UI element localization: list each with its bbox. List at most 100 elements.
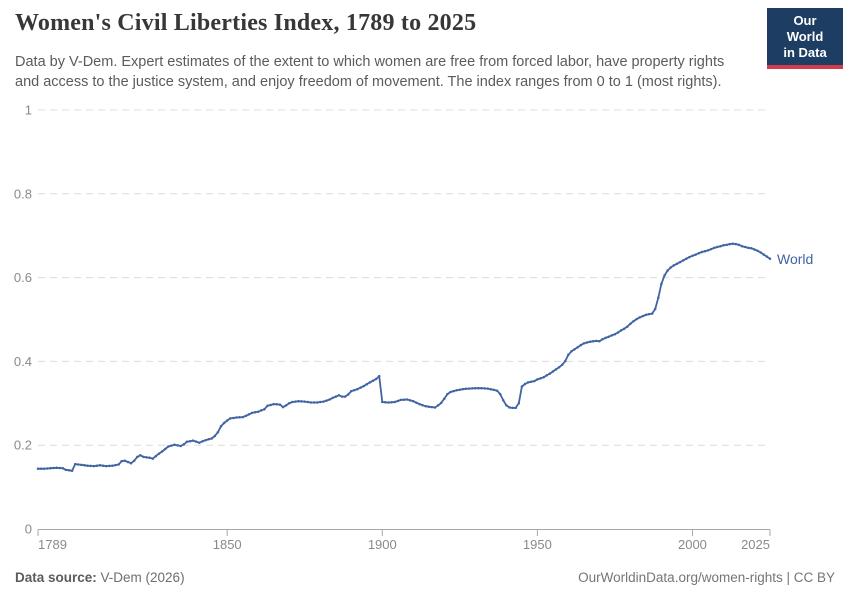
- world-series-point: [170, 444, 173, 447]
- world-series-point: [734, 242, 738, 246]
- world-series-point: [498, 392, 502, 396]
- world-series-point: [204, 438, 207, 442]
- world-series-point: [433, 406, 437, 409]
- world-series-point: [548, 372, 552, 375]
- world-series-point: [353, 388, 356, 392]
- world-series-point: [123, 459, 127, 462]
- world-series-point: [700, 250, 704, 254]
- world-series-point: [446, 392, 449, 396]
- world-series-point: [650, 312, 654, 315]
- world-series-point: [390, 401, 393, 404]
- y-axis-tick-label: 1: [25, 103, 32, 118]
- world-series-point: [222, 421, 226, 425]
- world-series-point: [287, 402, 291, 405]
- world-series-point: [443, 397, 446, 400]
- world-series-point: [529, 380, 533, 383]
- world-series-point: [359, 386, 362, 389]
- world-series-point: [216, 430, 220, 434]
- world-series-point: [235, 416, 238, 419]
- world-series-point: [762, 253, 766, 256]
- world-series-point: [560, 363, 564, 367]
- world-series-point: [120, 459, 123, 463]
- world-series-point: [412, 399, 415, 403]
- world-series-point: [340, 395, 344, 398]
- world-series-point: [588, 340, 592, 343]
- world-series-point: [73, 462, 77, 466]
- world-series-point: [247, 413, 251, 416]
- world-series-point: [194, 440, 198, 443]
- world-series-point: [753, 248, 756, 251]
- world-series-point: [52, 466, 55, 470]
- owid-logo[interactable]: Our World in Data: [767, 8, 843, 69]
- world-series-point: [539, 377, 542, 380]
- world-series-point: [415, 401, 418, 404]
- world-series-point: [626, 325, 629, 328]
- world-series-point: [657, 296, 660, 299]
- world-series-point: [266, 404, 269, 408]
- world-series-point: [148, 456, 151, 460]
- data-source-label: Data source:: [15, 570, 97, 585]
- world-series-point: [346, 393, 350, 396]
- world-series-point: [685, 257, 688, 260]
- world-series-point: [694, 253, 697, 256]
- world-series-point: [610, 334, 614, 337]
- world-series-point: [430, 405, 434, 409]
- world-series-point: [151, 457, 155, 460]
- world-series-point: [545, 374, 548, 377]
- world-series-point: [595, 339, 598, 343]
- world-series-point: [551, 370, 555, 373]
- world-series-point: [104, 464, 108, 468]
- world-series-point: [765, 255, 769, 258]
- world-series-point: [536, 378, 539, 381]
- world-series-point: [163, 447, 167, 451]
- world-series-point: [371, 379, 375, 382]
- world-series-point: [334, 395, 338, 398]
- world-series-point: [117, 463, 120, 466]
- world-series-point: [728, 242, 731, 246]
- series-label-world: World: [777, 250, 814, 267]
- world-series-point: [458, 388, 462, 391]
- world-series-point: [688, 255, 691, 259]
- world-series-point: [126, 460, 130, 464]
- world-series-point: [241, 415, 244, 419]
- world-series-point: [474, 386, 477, 390]
- world-series-point: [455, 389, 458, 392]
- world-series-point: [136, 455, 139, 459]
- world-series-point: [675, 262, 679, 266]
- world-series-point: [449, 390, 452, 394]
- world-series-point: [98, 464, 102, 467]
- world-series-point: [64, 468, 68, 472]
- world-series-point: [641, 314, 645, 318]
- world-series-point: [36, 467, 40, 470]
- world-series-point: [464, 387, 468, 391]
- world-series-point: [486, 387, 489, 390]
- world-series-point: [585, 341, 589, 344]
- world-series-point: [77, 463, 80, 466]
- world-series-point: [653, 307, 657, 311]
- world-series-point: [284, 404, 288, 407]
- world-series-point: [160, 450, 164, 453]
- chart-subtitle-line2: and access to the justice system, and en…: [15, 74, 722, 90]
- world-series-point: [269, 403, 272, 407]
- attribution-link[interactable]: OurWorldinData.org/women-rights | CC BY: [578, 570, 835, 585]
- world-series-point: [632, 319, 635, 323]
- world-series-point: [387, 401, 390, 404]
- world-series-point: [607, 335, 610, 338]
- world-series-point: [697, 252, 700, 255]
- world-series-point: [737, 243, 741, 247]
- world-series-point: [424, 404, 427, 408]
- world-series-point: [666, 269, 669, 272]
- world-series-point: [89, 464, 92, 468]
- world-series-point: [399, 398, 403, 402]
- owid-logo-line1: Our World: [786, 13, 824, 44]
- world-series-point: [145, 456, 148, 459]
- world-series-point: [722, 244, 725, 247]
- world-series-point: [176, 444, 179, 447]
- world-series-point: [95, 464, 99, 467]
- world-series-point: [635, 317, 638, 321]
- world-series-point: [709, 247, 713, 251]
- world-series-point: [49, 466, 52, 470]
- world-series-point: [421, 403, 424, 407]
